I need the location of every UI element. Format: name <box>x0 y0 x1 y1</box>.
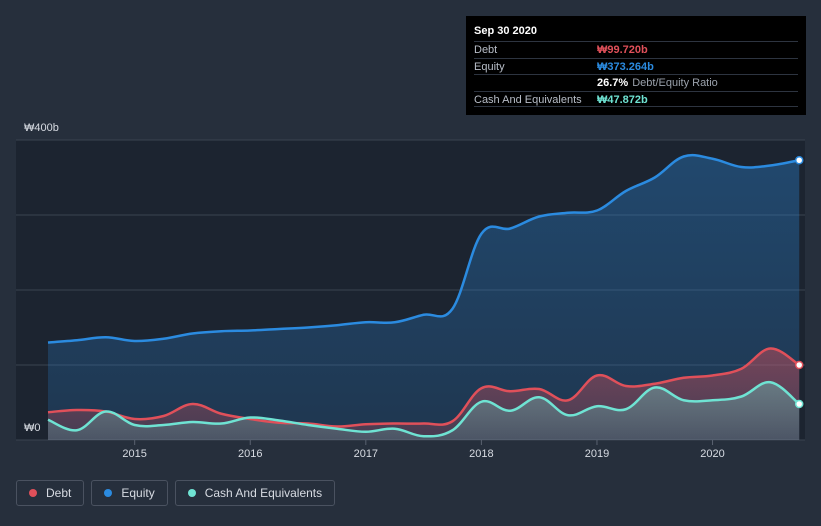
equity-area <box>48 155 800 440</box>
legend: Debt Equity Cash And Equivalents <box>16 480 336 506</box>
equity-end-marker <box>794 156 804 165</box>
debt-line <box>47 347 800 428</box>
tooltip-row-cash: Cash And Equivalents ₩47.872b <box>474 90 798 107</box>
tooltip-debt-label: Debt <box>474 44 498 56</box>
legend-item-equity[interactable]: Equity <box>91 480 168 506</box>
tooltip-equity-label: Equity <box>474 60 505 73</box>
cash-end-marker <box>794 399 804 409</box>
legend-item-cash[interactable]: Cash And Equivalents <box>174 480 336 506</box>
tooltip-cash-label: Cash And Equivalents <box>474 93 582 106</box>
legend-debt-label: Debt <box>46 486 72 500</box>
cash-dot-icon <box>187 489 196 497</box>
legend-equity-label: Equity <box>121 486 155 500</box>
tooltip-date: Sep 30 2020 <box>474 25 537 37</box>
x-tick-label-2020: 2020 <box>700 448 724 460</box>
tooltip-cash-value: ₩47.872b <box>597 93 648 106</box>
tooltip-equity-value: ₩373.264b <box>597 60 654 73</box>
debt-dot-icon <box>29 489 37 497</box>
x-tick-label-2019: 2019 <box>585 448 609 460</box>
legend-cash-label: Cash And Equivalents <box>204 486 323 500</box>
equity-dot-icon <box>104 489 113 497</box>
y-tick-label-0: ₩0 <box>24 422 41 434</box>
x-tick-label-2017: 2017 <box>354 448 378 460</box>
legend-item-debt[interactable]: Debt <box>16 480 85 506</box>
cash-line <box>47 380 801 438</box>
tooltip: Sep 30 2020 Debt ₩99.720b Equity ₩373.26… <box>466 16 806 115</box>
equity-line <box>47 153 800 344</box>
tooltip-row-equity: Equity ₩373.264b <box>474 57 798 75</box>
x-tick-label-2015: 2015 <box>122 448 146 460</box>
tooltip-ratio-value: 26.7% <box>597 77 629 89</box>
y-tick-label-400b: ₩400b <box>24 122 59 134</box>
cash-area <box>48 382 800 440</box>
tooltip-row-debt: Debt ₩99.720b <box>474 41 798 58</box>
debt-end-marker <box>794 360 804 370</box>
tooltip-row-ratio: 26.7% Debt/Equity Ratio <box>474 74 798 91</box>
tooltip-ratio-spacer <box>474 75 597 91</box>
tooltip-debt-value: ₩99.720b <box>597 44 648 56</box>
tooltip-ratio-label: Debt/Equity Ratio <box>632 77 718 89</box>
x-tick-label-2016: 2016 <box>238 448 262 460</box>
x-tick-label-2018: 2018 <box>469 448 493 460</box>
